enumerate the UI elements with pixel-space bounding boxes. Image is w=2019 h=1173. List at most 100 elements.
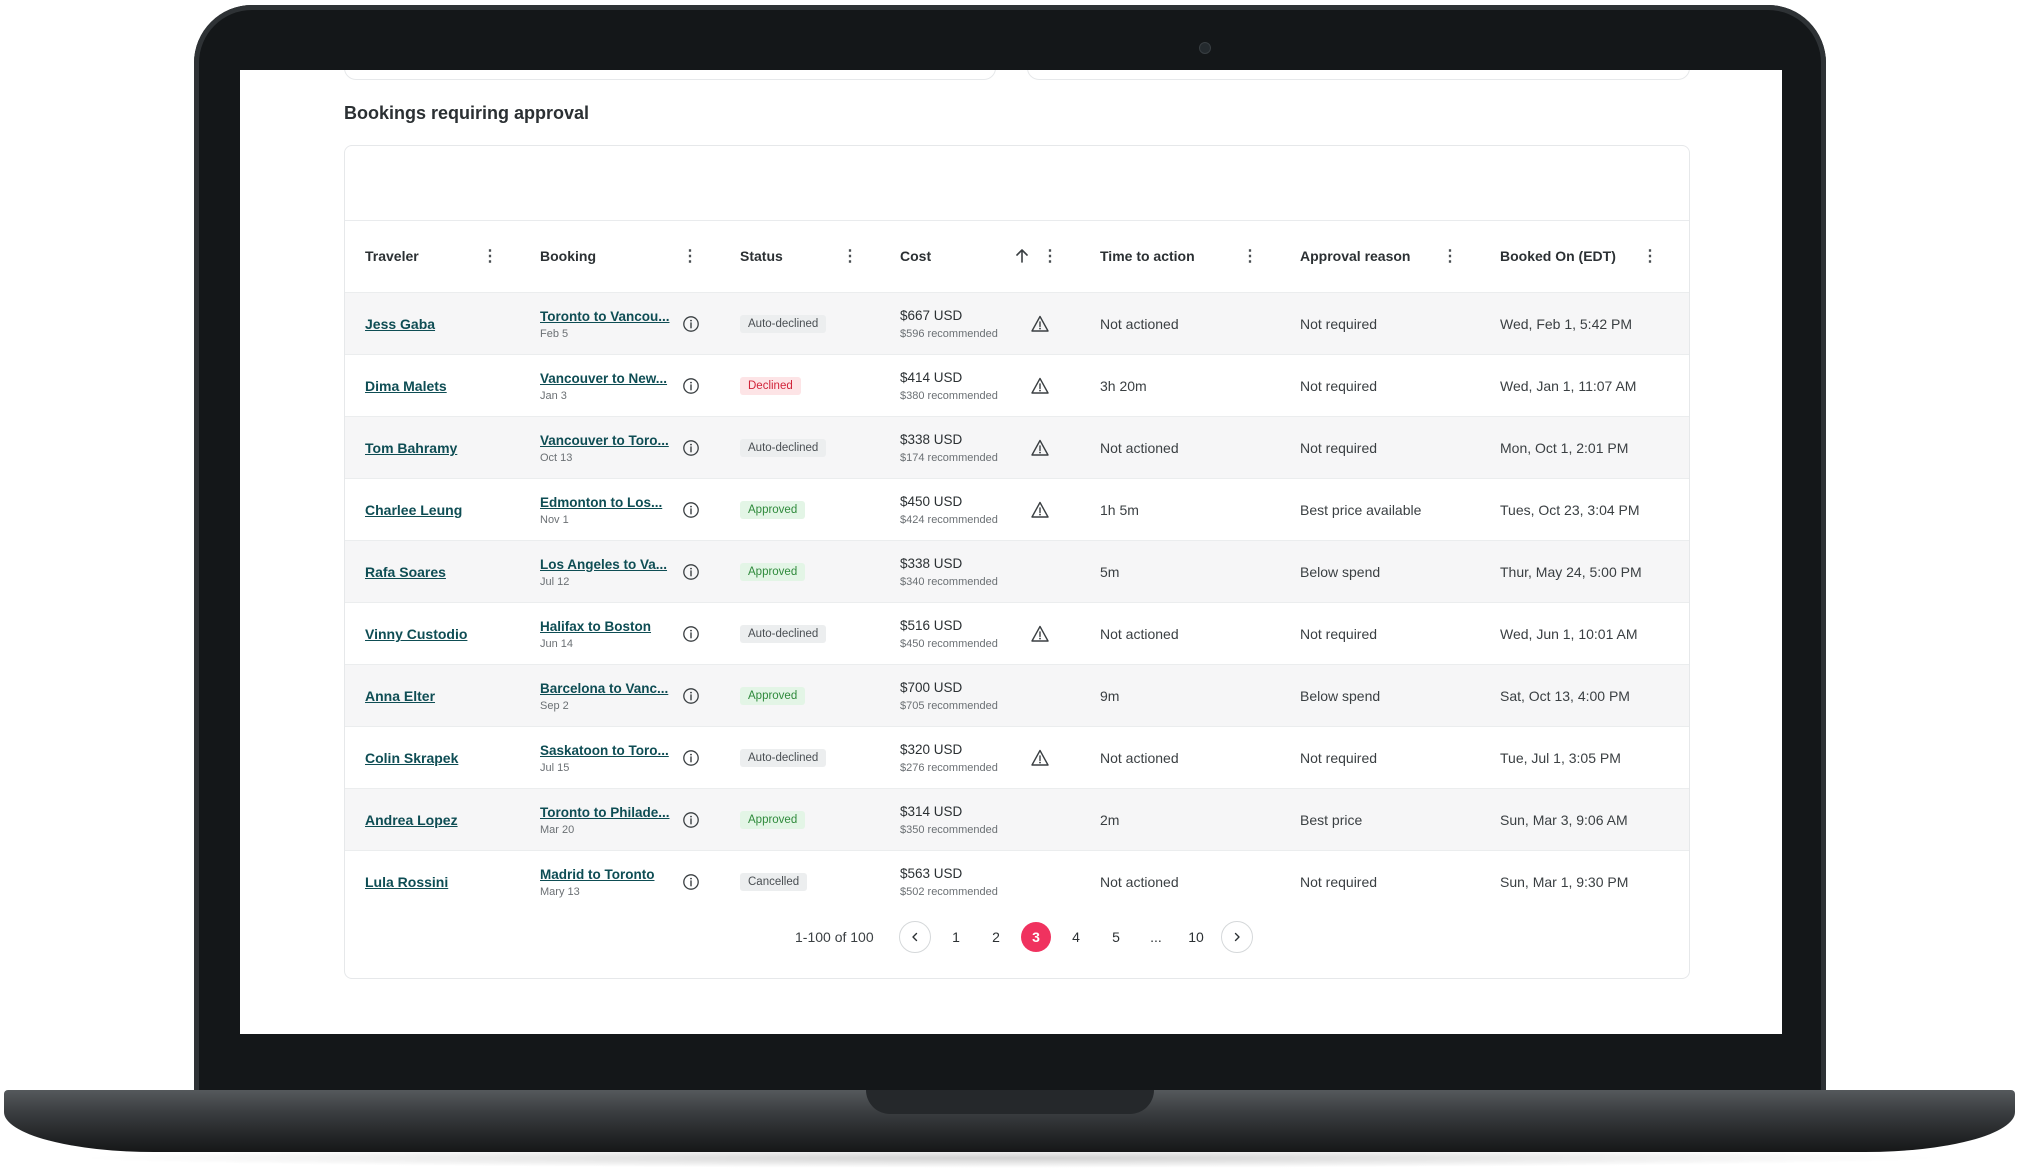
page-button[interactable]: 2: [992, 929, 1000, 945]
approval-reason-cell: Not required: [1300, 851, 1377, 913]
warning-icon[interactable]: [1030, 293, 1050, 355]
column-header-booked-on[interactable]: Booked On (EDT): [1500, 248, 1616, 264]
column-menu-icon[interactable]: ⋮: [482, 248, 498, 265]
info-icon[interactable]: [682, 727, 700, 789]
status-badge: Approved: [740, 501, 806, 519]
column-header-booking[interactable]: Booking: [540, 248, 596, 264]
traveler-link[interactable]: Jess Gaba: [365, 316, 436, 332]
info-icon[interactable]: [682, 851, 700, 913]
page-button[interactable]: 1: [952, 929, 960, 945]
column-menu-icon[interactable]: ⋮: [682, 248, 698, 265]
time-to-action-value: 2m: [1100, 812, 1120, 828]
booking-link[interactable]: Vancouver to New...: [540, 370, 668, 386]
column-header-time-to-action[interactable]: Time to action: [1100, 248, 1195, 264]
page-button[interactable]: 5: [1112, 929, 1120, 945]
approval-reason-value: Not required: [1300, 316, 1378, 332]
status-badge: Auto-declined: [740, 439, 827, 457]
column-menu-icon[interactable]: ⋮: [1442, 248, 1458, 265]
traveler-cell: Anna Elter: [365, 665, 435, 727]
booking-cell: Vancouver to New... Jan 3: [540, 355, 672, 417]
booking-cell: Barcelona to Vanc... Sep 2: [540, 665, 672, 727]
traveler-link[interactable]: Colin Skrapek: [365, 750, 459, 766]
booked-on-cell: Wed, Feb 1, 5:42 PM: [1500, 293, 1632, 355]
column-menu-icon[interactable]: ⋮: [1042, 248, 1058, 265]
column-header-approval-reason[interactable]: Approval reason: [1300, 248, 1411, 264]
cost-cell: $563 USD $502 recommended: [900, 851, 998, 913]
column-menu-icon[interactable]: ⋮: [842, 248, 858, 265]
info-icon[interactable]: [682, 789, 700, 851]
table-row: Jess Gaba Toronto to Vancou... Feb 5 Auto-d…: [345, 292, 1689, 355]
status-cell: Auto-declined: [740, 417, 827, 479]
recommended-cost: $174 recommended: [900, 452, 998, 464]
time-to-action-value: 5m: [1100, 564, 1120, 580]
info-icon[interactable]: [682, 541, 700, 603]
column-header-cost[interactable]: Cost: [900, 248, 932, 264]
status-badge: Auto-declined: [740, 315, 827, 333]
time-to-action-value: 1h 5m: [1100, 502, 1139, 518]
info-icon[interactable]: [682, 665, 700, 727]
booking-link[interactable]: Vancouver to Toro...: [540, 432, 669, 448]
info-icon[interactable]: [682, 417, 700, 479]
traveler-link[interactable]: Vinny Custodio: [365, 626, 468, 642]
booking-date: Feb 5: [540, 327, 569, 340]
column-header-traveler[interactable]: Traveler: [365, 248, 419, 264]
approval-reason-cell: Not required: [1300, 355, 1377, 417]
status-cell: Approved: [740, 665, 806, 727]
page-button[interactable]: 10: [1188, 929, 1204, 945]
time-to-action-value: Not actioned: [1100, 316, 1179, 332]
cost-cell: $414 USD $380 recommended: [900, 355, 998, 417]
pagination-range: 1-100 of 100: [795, 929, 874, 945]
booking-link[interactable]: Los Angeles to Va...: [540, 556, 668, 572]
recommended-cost: $596 recommended: [900, 328, 998, 340]
time-to-action-value: 9m: [1100, 688, 1120, 704]
previous-page-button[interactable]: [899, 921, 931, 953]
column-header-status[interactable]: Status: [740, 248, 783, 264]
cost-cell: $338 USD $174 recommended: [900, 417, 998, 479]
page-button[interactable]: 4: [1072, 929, 1080, 945]
traveler-link[interactable]: Dima Malets: [365, 378, 447, 394]
booked-on-value: Wed, Feb 1, 5:42 PM: [1500, 316, 1633, 332]
booking-date: Mary 13: [540, 885, 580, 898]
warning-icon[interactable]: [1030, 417, 1050, 479]
column-menu-icon[interactable]: ⋮: [1242, 248, 1258, 265]
sort-ascending-icon[interactable]: [1013, 220, 1031, 292]
status-cell: Cancelled: [740, 851, 808, 913]
approval-reason-cell: Below spend: [1300, 665, 1380, 727]
next-page-button[interactable]: [1221, 921, 1253, 953]
page-button[interactable]: 3: [1021, 922, 1051, 952]
traveler-link[interactable]: Tom Bahramy: [365, 440, 458, 456]
warning-icon[interactable]: [1030, 355, 1050, 417]
booking-date: Sep 2: [540, 699, 569, 712]
traveler-link[interactable]: Rafa Soares: [365, 564, 446, 580]
booked-on-cell: Mon, Oct 1, 2:01 PM: [1500, 417, 1628, 479]
column-menu-icon[interactable]: ⋮: [1642, 248, 1658, 265]
booking-link[interactable]: Madrid to Toronto: [540, 866, 655, 882]
traveler-link[interactable]: Andrea Lopez: [365, 812, 458, 828]
traveler-link[interactable]: Charlee Leung: [365, 502, 463, 518]
approval-reason-value: Best price: [1300, 812, 1363, 828]
info-icon[interactable]: [682, 355, 700, 417]
pagination: 1 2 3 4 5... 10: [899, 921, 1253, 953]
booking-link[interactable]: Toronto to Philade...: [540, 804, 670, 820]
approval-reason-cell: Not required: [1300, 603, 1377, 665]
info-icon[interactable]: [682, 603, 700, 665]
booked-on-cell: Sun, Mar 1, 9:30 PM: [1500, 851, 1628, 913]
approval-reason-cell: Not required: [1300, 293, 1377, 355]
booking-cell: Vancouver to Toro... Oct 13: [540, 417, 672, 479]
info-icon[interactable]: [682, 479, 700, 541]
booking-cell: Toronto to Vancou... Feb 5: [540, 293, 672, 355]
status-badge: Cancelled: [740, 873, 808, 891]
traveler-link[interactable]: Lula Rossini: [365, 874, 449, 890]
warning-icon[interactable]: [1030, 727, 1050, 789]
traveler-link[interactable]: Anna Elter: [365, 688, 436, 704]
cost-value: $700 USD: [900, 680, 963, 695]
booking-link[interactable]: Edmonton to Los...: [540, 494, 663, 510]
booking-link[interactable]: Barcelona to Vanc...: [540, 680, 669, 696]
warning-icon[interactable]: [1030, 603, 1050, 665]
traveler-cell: Jess Gaba: [365, 293, 435, 355]
info-icon[interactable]: [682, 293, 700, 355]
warning-icon[interactable]: [1030, 479, 1050, 541]
booking-link[interactable]: Halifax to Boston: [540, 618, 652, 634]
booking-link[interactable]: Saskatoon to Toro...: [540, 742, 669, 758]
booking-link[interactable]: Toronto to Vancou...: [540, 308, 670, 324]
